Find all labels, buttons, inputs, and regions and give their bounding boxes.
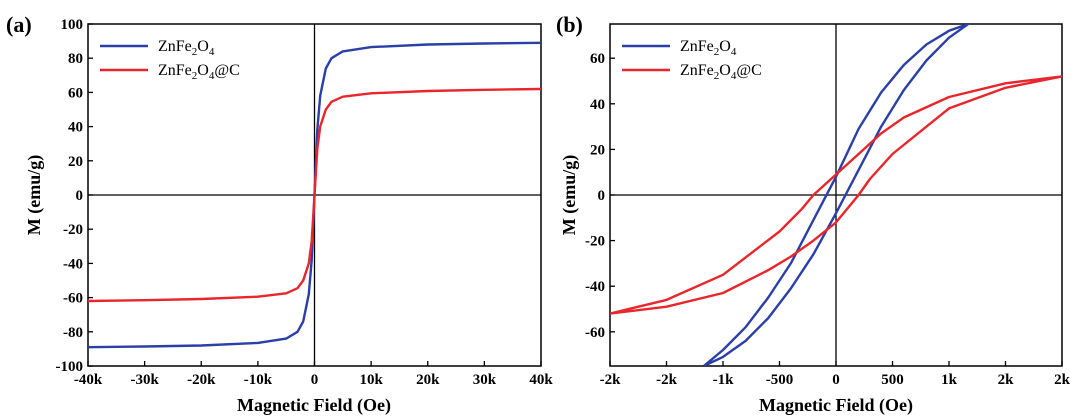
series-line-1 bbox=[703, 24, 970, 366]
x-tick-label: -1k bbox=[713, 372, 734, 388]
y-tick-label: 0 bbox=[598, 188, 606, 204]
legend-entry-1: ZnFe2O4 bbox=[158, 38, 215, 58]
x-tick-label: 2k bbox=[1054, 372, 1071, 388]
x-tick-label: 20k bbox=[416, 372, 440, 388]
panel-label: (b) bbox=[556, 12, 583, 37]
x-tick-label: 30k bbox=[473, 372, 497, 388]
y-axis-title: M (emu/g) bbox=[559, 155, 580, 235]
y-tick-label: 60 bbox=[68, 85, 83, 101]
x-tick-label: 10k bbox=[359, 372, 383, 388]
x-tick-label: 40k bbox=[529, 372, 553, 388]
y-tick-label: 80 bbox=[68, 51, 83, 67]
y-tick-label: 20 bbox=[590, 142, 605, 158]
y-tick-label: -60 bbox=[63, 291, 83, 307]
y-tick-label: 0 bbox=[76, 188, 84, 204]
y-tick-label: 60 bbox=[590, 51, 605, 67]
x-tick-label: -20k bbox=[187, 372, 216, 388]
y-axis-title: M (emu/g) bbox=[24, 155, 45, 235]
y-tick-label: -60 bbox=[585, 325, 605, 341]
x-tick-label: 0 bbox=[311, 372, 319, 388]
y-tick-label: -40 bbox=[63, 256, 83, 272]
x-tick-label: -2k bbox=[656, 372, 677, 388]
y-tick-label: 40 bbox=[590, 97, 605, 113]
x-tick-label: -30k bbox=[130, 372, 159, 388]
y-tick-label: 100 bbox=[61, 17, 84, 33]
x-tick-label: 2k bbox=[998, 372, 1015, 388]
x-tick-label: 500 bbox=[881, 372, 904, 388]
legend-entry-2: ZnFe2O4@C bbox=[158, 62, 240, 82]
y-tick-label: -20 bbox=[63, 222, 83, 238]
x-tick-label: 1k bbox=[941, 372, 958, 388]
y-tick-label: -40 bbox=[585, 279, 605, 295]
x-tick-label: -40k bbox=[74, 372, 103, 388]
x-axis-title: Magnetic Field (Oe) bbox=[759, 395, 913, 416]
y-tick-label: 20 bbox=[68, 154, 83, 170]
x-tick-label: -10k bbox=[244, 372, 273, 388]
legend-entry-1: ZnFe2O4 bbox=[680, 38, 737, 58]
x-axis-title: Magnetic Field (Oe) bbox=[237, 395, 391, 416]
legend-entry-2: ZnFe2O4@C bbox=[680, 62, 762, 82]
chart-panel-2: -2k -2k -1k -500 0 500 1k 2k 2k -60 -40 -20 0 20 40 60 M… bbox=[556, 12, 1071, 416]
x-tick-label: -2k bbox=[600, 372, 621, 388]
y-tick-label: -100 bbox=[56, 359, 84, 375]
panel-label: (a) bbox=[6, 12, 32, 37]
x-tick-label: 0 bbox=[832, 372, 840, 388]
y-tick-label: -80 bbox=[63, 325, 83, 341]
x-tick-label: -500 bbox=[766, 372, 794, 388]
chart-panel-1: -40k -30k -20k -10k 0 10k 20k 30k 40k -100 -80 -60 -… bbox=[6, 12, 553, 416]
series-line-2 bbox=[88, 87, 541, 303]
series-line-2 bbox=[610, 75, 1062, 315]
y-tick-label: 40 bbox=[68, 120, 83, 136]
y-tick-label: -20 bbox=[585, 234, 605, 250]
